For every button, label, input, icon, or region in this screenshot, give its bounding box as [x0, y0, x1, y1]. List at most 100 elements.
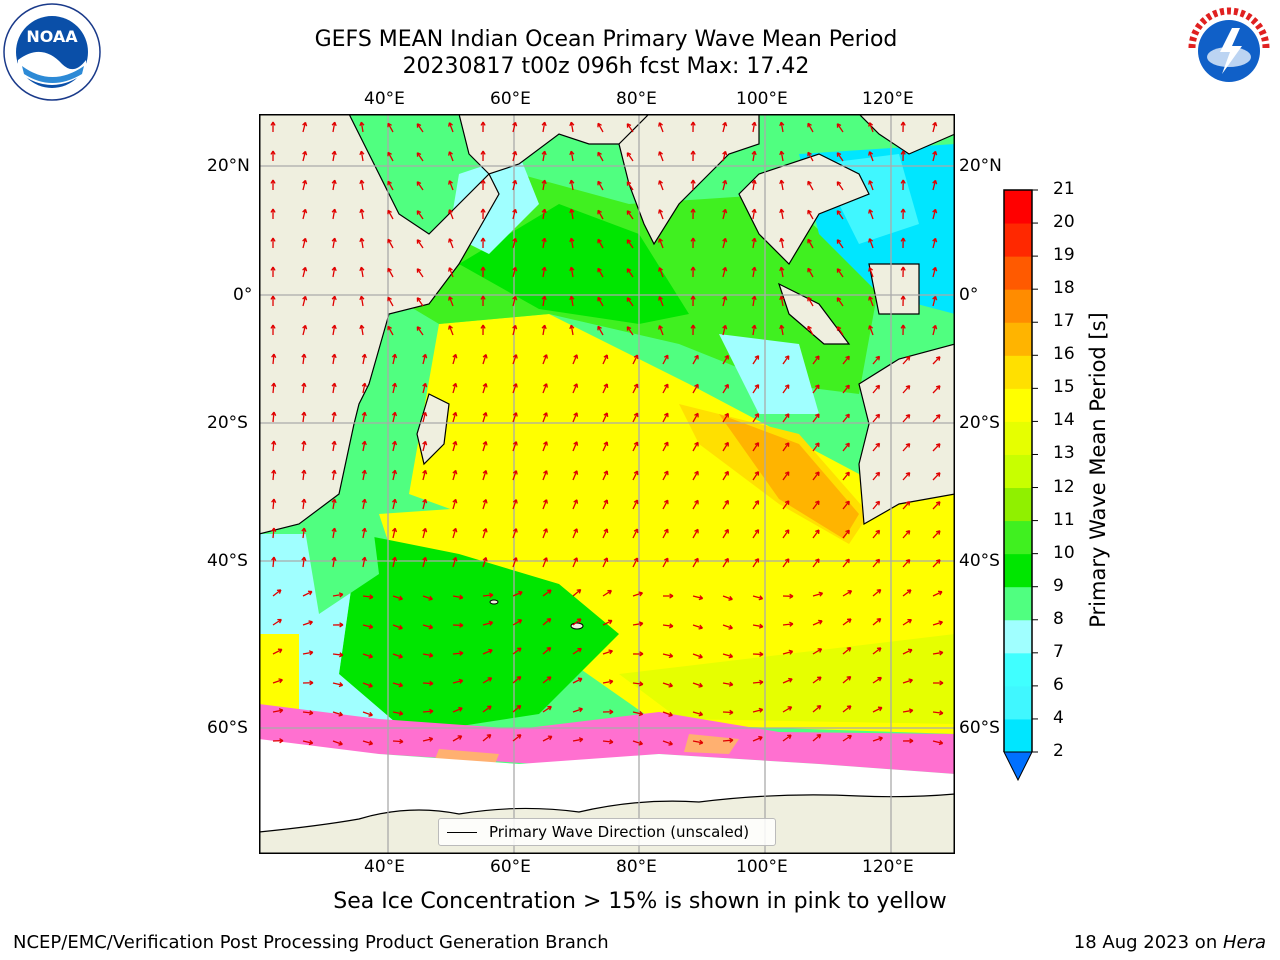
- wave-direction-arrow: [452, 735, 463, 742]
- wave-direction-arrow: [572, 412, 579, 423]
- wave-direction-arrow: [868, 267, 874, 278]
- wave-direction-arrow: [632, 412, 639, 423]
- wave-direction-arrow: [632, 470, 639, 481]
- wave-direction-arrow: [480, 266, 486, 278]
- colorbar-tick-label: 7: [1053, 641, 1064, 662]
- wave-direction-arrow: [391, 382, 398, 394]
- wave-direction-arrow: [512, 528, 518, 539]
- wave-direction-arrow: [359, 208, 365, 220]
- wave-direction-arrow: [301, 527, 307, 539]
- wave-direction-arrow: [572, 618, 582, 626]
- wave-direction-arrow: [842, 705, 852, 713]
- wave-direction-arrow: [900, 266, 906, 278]
- wave-direction-arrow: [422, 411, 428, 423]
- wave-direction-arrow: [452, 440, 458, 452]
- wave-direction-arrow: [541, 208, 547, 220]
- wave-direction-arrow: [782, 677, 793, 684]
- wave-direction-arrow: [392, 653, 403, 659]
- wave-direction-arrow: [842, 734, 852, 742]
- wave-direction-arrow: [872, 558, 881, 568]
- wave-direction-arrow: [662, 682, 674, 688]
- wave-direction-arrow: [332, 711, 344, 717]
- colorbar-frame: [1003, 189, 1033, 752]
- wave-direction-arrow: [632, 383, 639, 394]
- wave-direction-arrow: [541, 150, 547, 162]
- wave-direction-arrow: [932, 650, 944, 656]
- colorbar-segment: [1004, 421, 1032, 455]
- wave-direction-arrow: [807, 209, 814, 220]
- wave-direction-arrow: [842, 471, 850, 481]
- footer-date: 18 Aug 2023 on Hera: [1074, 932, 1266, 953]
- colorbar-tick-label: 16: [1053, 344, 1075, 365]
- footer-host: Hera: [1222, 932, 1266, 953]
- wave-direction-arrow: [872, 355, 881, 365]
- wave-direction-arrow: [602, 557, 609, 568]
- wave-direction-arrow: [932, 295, 938, 307]
- wave-direction-arrow: [542, 441, 548, 452]
- wave-direction-arrow: [692, 441, 699, 452]
- wave-direction-arrow: [782, 593, 794, 599]
- colorbar-tick-label: 17: [1053, 311, 1075, 332]
- wave-direction-arrow: [422, 440, 428, 452]
- colorbar-segment: [1004, 289, 1032, 323]
- wave-direction-arrow: [569, 295, 575, 307]
- wave-direction-arrow: [836, 239, 844, 249]
- wave-direction-arrow: [422, 382, 428, 394]
- wave-direction-arrow: [722, 354, 729, 365]
- wave-direction-arrow: [572, 677, 583, 684]
- wave-direction-arrow: [331, 179, 337, 191]
- wave-direction-arrow: [658, 122, 664, 133]
- wave-direction-arrow: [452, 706, 463, 713]
- wave-direction-arrow: [690, 121, 696, 133]
- wave-direction-arrow: [632, 681, 644, 687]
- wave-direction-arrow: [572, 470, 579, 481]
- wave-direction-arrow: [387, 238, 394, 249]
- wave-direction-arrow: [632, 740, 644, 746]
- wave-direction-arrow: [836, 210, 844, 220]
- wave-direction-arrow: [572, 354, 579, 365]
- wave-direction-arrow: [632, 651, 644, 657]
- wave-direction-arrow: [872, 588, 882, 597]
- wave-direction-arrow: [416, 210, 424, 220]
- wave-direction-arrow: [480, 324, 486, 336]
- wave-direction-arrow: [362, 653, 374, 659]
- lon-label-bottom: 80°E: [616, 857, 657, 877]
- wave-direction-arrow: [779, 295, 785, 307]
- lat-label-left: 20°N: [207, 156, 250, 176]
- lon-label-bottom: 100°E: [736, 857, 788, 877]
- wave-direction-arrow: [900, 121, 906, 133]
- wave-direction-arrow: [752, 384, 760, 394]
- wave-direction-arrow: [722, 557, 729, 568]
- wave-direction-arrow: [779, 179, 785, 191]
- wave-direction-arrow: [542, 557, 548, 568]
- wave-direction-arrow: [842, 558, 850, 568]
- wave-direction-arrow: [632, 528, 639, 539]
- wave-direction-arrow: [271, 556, 277, 568]
- wave-direction-arrow: [482, 440, 488, 452]
- wave-direction-arrow: [932, 324, 938, 336]
- lat-label-left: 20°S: [207, 413, 248, 433]
- wave-direction-arrow: [416, 123, 424, 133]
- wave-direction-arrow: [779, 150, 785, 162]
- wave-direction-arrow: [779, 121, 785, 133]
- wave-direction-arrow: [512, 179, 518, 191]
- wave-direction-arrow: [512, 676, 522, 684]
- wave-direction-arrow: [597, 238, 604, 249]
- wave-direction-arrow: [932, 443, 941, 452]
- colorbar-tick-label: 6: [1053, 674, 1064, 695]
- map-subtitle: 20230817 t00z 096h fcst Max: 17.42: [402, 54, 810, 79]
- wave-direction-arrow: [270, 324, 276, 336]
- wave-direction-arrow: [662, 528, 669, 539]
- wave-direction-arrow: [452, 650, 464, 656]
- sea-ice-caption: Sea Ice Concentration > 15% is shown in …: [333, 889, 947, 914]
- wave-direction-arrow: [387, 122, 394, 133]
- wave-direction-arrow: [900, 324, 906, 336]
- wave-direction-arrow: [722, 412, 729, 423]
- wave-direction-arrow: [807, 267, 814, 278]
- wave-direction-arrow: [452, 353, 458, 365]
- colorbar-tick-label: 11: [1053, 509, 1075, 530]
- wave-direction-arrow: [626, 123, 634, 133]
- wave-direction-arrow: [626, 210, 634, 220]
- wave-direction-arrow: [448, 267, 454, 278]
- wave-direction-arrow: [452, 411, 458, 423]
